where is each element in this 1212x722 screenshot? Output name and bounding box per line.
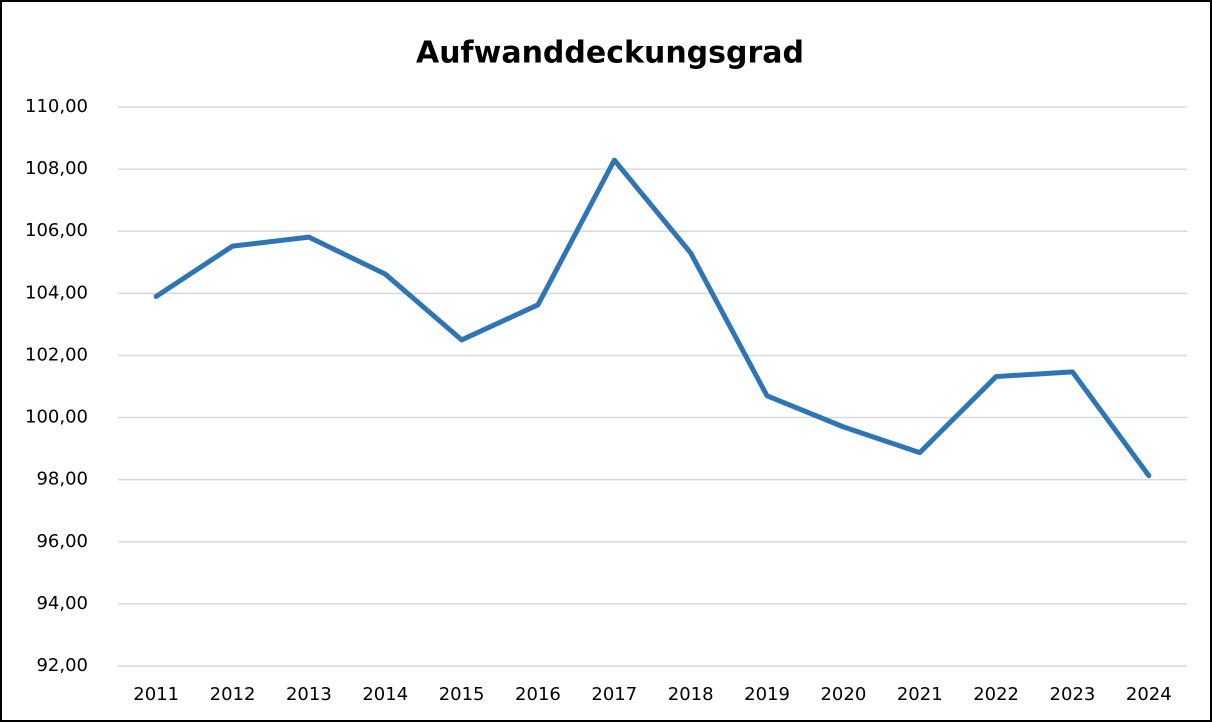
y-tick-label: 98,00 xyxy=(36,469,88,490)
y-tick-label: 106,00 xyxy=(25,220,88,241)
x-tick-label: 2022 xyxy=(973,684,1019,705)
x-tick-label: 2023 xyxy=(1050,684,1096,705)
y-tick-label: 104,00 xyxy=(25,282,88,303)
y-tick-label: 96,00 xyxy=(36,531,88,552)
x-tick-label: 2012 xyxy=(210,684,256,705)
x-tick-label: 2017 xyxy=(591,684,637,705)
x-tick-label: 2015 xyxy=(439,684,485,705)
y-tick-label: 94,00 xyxy=(36,593,88,614)
y-tick-label: 110,00 xyxy=(25,96,88,117)
y-tick-label: 92,00 xyxy=(36,655,88,676)
x-tick-label: 2011 xyxy=(133,684,179,705)
x-tick-label: 2020 xyxy=(820,684,866,705)
x-tick-label: 2024 xyxy=(1126,684,1172,705)
y-tick-label: 100,00 xyxy=(25,407,88,428)
x-tick-label: 2013 xyxy=(286,684,332,705)
x-tick-label: 2019 xyxy=(744,684,790,705)
line-series xyxy=(153,157,1152,479)
x-tick-label: 2016 xyxy=(515,684,561,705)
x-tick-label: 2014 xyxy=(362,684,408,705)
x-tick-label: 2021 xyxy=(897,684,943,705)
y-tick-label: 108,00 xyxy=(25,158,88,179)
y-tick-label: 102,00 xyxy=(25,344,88,365)
x-tick-label: 2018 xyxy=(668,684,714,705)
chart-title: Aufwanddeckungsgrad xyxy=(416,36,804,71)
